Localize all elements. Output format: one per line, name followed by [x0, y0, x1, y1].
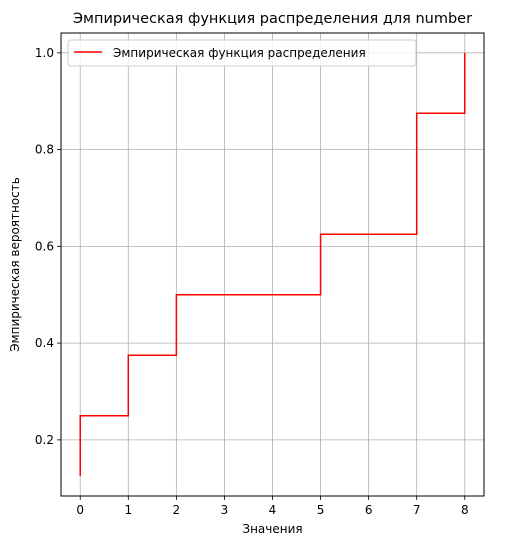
y-tick-label: 0.6 — [35, 239, 54, 253]
series-layer — [79, 52, 466, 477]
legend-box — [67, 39, 417, 67]
x-tick-label: 2 — [173, 503, 181, 517]
legend-label: Эмпирическая функция распределения — [113, 46, 366, 60]
x-tick-label: 3 — [221, 503, 229, 517]
x-tick-label: 5 — [317, 503, 325, 517]
ticks: 0 1 2 3 4 5 6 7 8 0.2 0.4 0.6 0.8 1.0 — [35, 46, 469, 517]
legend: Эмпирическая функция распределения — [67, 39, 417, 67]
grid — [61, 33, 484, 496]
y-tick-label: 0.8 — [35, 143, 54, 157]
x-tick-label: 7 — [413, 503, 421, 517]
y-axis-label: Эмпирическая вероятность — [8, 177, 22, 352]
x-tick-label: 1 — [124, 503, 132, 517]
chart-title: Эмпирическая функция распределения для n… — [73, 11, 472, 27]
x-axis-label: Значения — [242, 522, 302, 536]
series-line — [79, 52, 466, 477]
x-tick-label: 0 — [76, 503, 84, 517]
y-tick-label: 0.2 — [35, 433, 54, 447]
x-tick-label: 4 — [269, 503, 277, 517]
x-tick-label: 8 — [461, 503, 469, 517]
y-tick-label: 1.0 — [35, 46, 54, 60]
y-tick-label: 0.4 — [35, 336, 54, 350]
x-tick-label: 6 — [365, 503, 373, 517]
